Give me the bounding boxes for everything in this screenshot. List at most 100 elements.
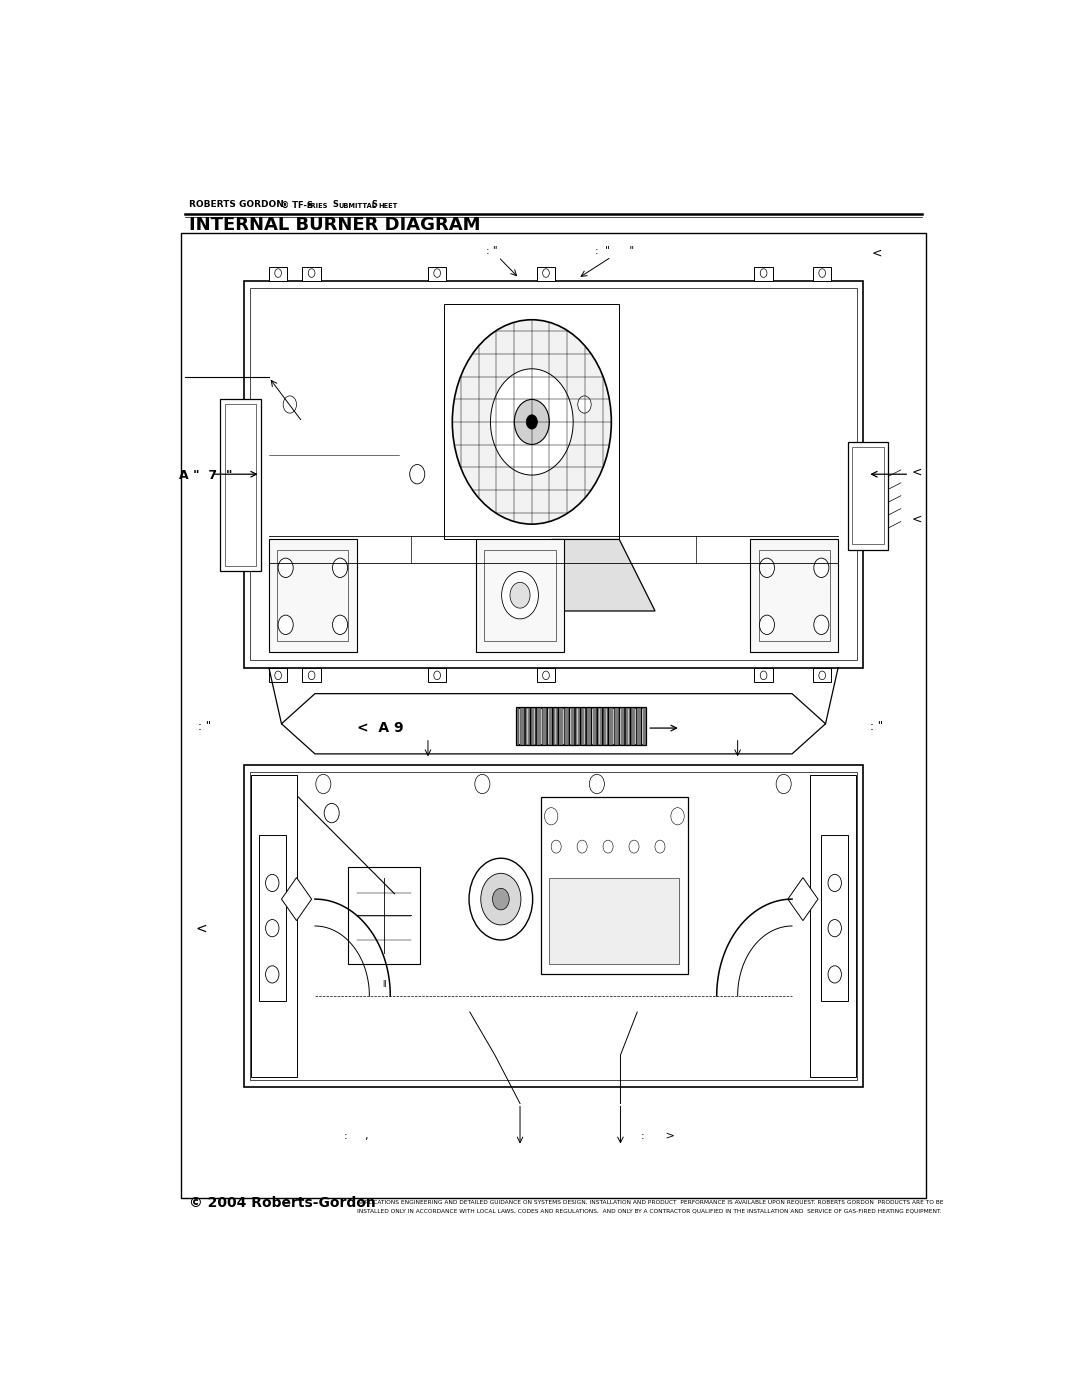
- Circle shape: [308, 268, 315, 278]
- Bar: [244, 764, 863, 1087]
- Circle shape: [542, 671, 550, 680]
- Circle shape: [654, 840, 665, 854]
- Text: <: <: [872, 247, 882, 260]
- Bar: [550, 879, 679, 964]
- Circle shape: [814, 615, 828, 634]
- Text: : ": : ": [486, 246, 498, 256]
- Bar: [278, 549, 349, 641]
- Circle shape: [814, 559, 828, 577]
- Bar: [751, 539, 838, 651]
- Circle shape: [490, 369, 573, 475]
- Text: S: S: [369, 200, 378, 210]
- Bar: [302, 267, 321, 281]
- Polygon shape: [282, 877, 312, 921]
- Bar: [810, 775, 856, 1077]
- Text: <: <: [912, 465, 922, 478]
- Bar: [269, 539, 356, 651]
- Bar: [516, 707, 646, 745]
- Bar: [758, 549, 829, 641]
- Bar: [249, 773, 858, 1080]
- Circle shape: [760, 268, 767, 278]
- Bar: [444, 305, 619, 539]
- Bar: [754, 267, 773, 281]
- Circle shape: [828, 919, 841, 937]
- Text: ® TF-S: ® TF-S: [282, 200, 313, 210]
- Circle shape: [819, 671, 825, 680]
- Bar: [181, 233, 926, 1199]
- Circle shape: [759, 559, 774, 577]
- Text: : ": : ": [869, 721, 883, 733]
- Polygon shape: [788, 877, 818, 921]
- Circle shape: [492, 888, 510, 909]
- Text: ERIES: ERIES: [307, 203, 328, 210]
- Bar: [269, 668, 287, 682]
- Text: :     ,: : ,: [345, 1132, 369, 1141]
- Bar: [537, 267, 555, 281]
- Circle shape: [577, 840, 588, 854]
- Text: :      >: : >: [642, 1132, 675, 1141]
- Circle shape: [274, 268, 282, 278]
- Bar: [852, 447, 885, 545]
- Text: APPLICATIONS ENGINEERING AND DETAILED GUIDANCE ON SYSTEMS DESIGN, INSTALLATION A: APPLICATIONS ENGINEERING AND DETAILED GU…: [356, 1200, 943, 1206]
- Polygon shape: [536, 539, 656, 610]
- Circle shape: [266, 965, 279, 983]
- Circle shape: [759, 615, 774, 634]
- Bar: [813, 267, 832, 281]
- Bar: [244, 281, 863, 668]
- Text: II: II: [381, 981, 387, 989]
- Circle shape: [819, 268, 825, 278]
- Bar: [220, 400, 260, 571]
- Bar: [428, 267, 446, 281]
- Circle shape: [409, 465, 424, 483]
- Text: UBMITTAL: UBMITTAL: [338, 203, 377, 210]
- Circle shape: [279, 559, 293, 577]
- Text: S: S: [330, 200, 339, 210]
- Bar: [349, 866, 420, 964]
- Circle shape: [514, 400, 550, 444]
- Bar: [813, 668, 832, 682]
- Bar: [251, 775, 297, 1077]
- Bar: [537, 668, 555, 682]
- Bar: [249, 288, 858, 661]
- Circle shape: [671, 807, 685, 824]
- Circle shape: [434, 268, 441, 278]
- Circle shape: [308, 671, 315, 680]
- Text: INTERNAL BURNER DIAGRAM: INTERNAL BURNER DIAGRAM: [189, 217, 481, 235]
- Text: :  "      ": : " ": [595, 246, 634, 256]
- Bar: [225, 404, 256, 566]
- Circle shape: [777, 774, 792, 793]
- Circle shape: [434, 671, 441, 680]
- Text: © 2004 Roberts-Gordon: © 2004 Roberts-Gordon: [189, 1196, 376, 1210]
- Bar: [259, 834, 285, 1002]
- Circle shape: [603, 840, 613, 854]
- Circle shape: [315, 774, 330, 793]
- Circle shape: [266, 919, 279, 937]
- Circle shape: [469, 858, 532, 940]
- Circle shape: [333, 559, 348, 577]
- Circle shape: [828, 965, 841, 983]
- Bar: [848, 441, 889, 549]
- Circle shape: [828, 875, 841, 891]
- Circle shape: [526, 415, 538, 429]
- Circle shape: [266, 875, 279, 891]
- Text: <: <: [912, 513, 922, 525]
- Bar: [476, 539, 564, 651]
- Text: INSTALLED ONLY IN ACCORDANCE WITH LOCAL LAWS, CODES AND REGULATIONS,  AND ONLY B: INSTALLED ONLY IN ACCORDANCE WITH LOCAL …: [356, 1208, 942, 1214]
- Bar: [302, 668, 321, 682]
- Circle shape: [324, 803, 339, 823]
- Circle shape: [590, 774, 605, 793]
- Bar: [754, 668, 773, 682]
- Circle shape: [283, 395, 297, 414]
- Circle shape: [453, 320, 611, 524]
- Circle shape: [542, 268, 550, 278]
- Bar: [269, 267, 287, 281]
- Bar: [428, 668, 446, 682]
- Text: HEET: HEET: [379, 203, 397, 210]
- Circle shape: [481, 873, 521, 925]
- Polygon shape: [282, 694, 825, 754]
- Bar: [541, 796, 688, 975]
- Text: <  A 9: < A 9: [356, 721, 404, 735]
- Circle shape: [551, 840, 562, 854]
- Circle shape: [578, 395, 591, 414]
- Text: ROBERTS GORDON: ROBERTS GORDON: [189, 200, 284, 210]
